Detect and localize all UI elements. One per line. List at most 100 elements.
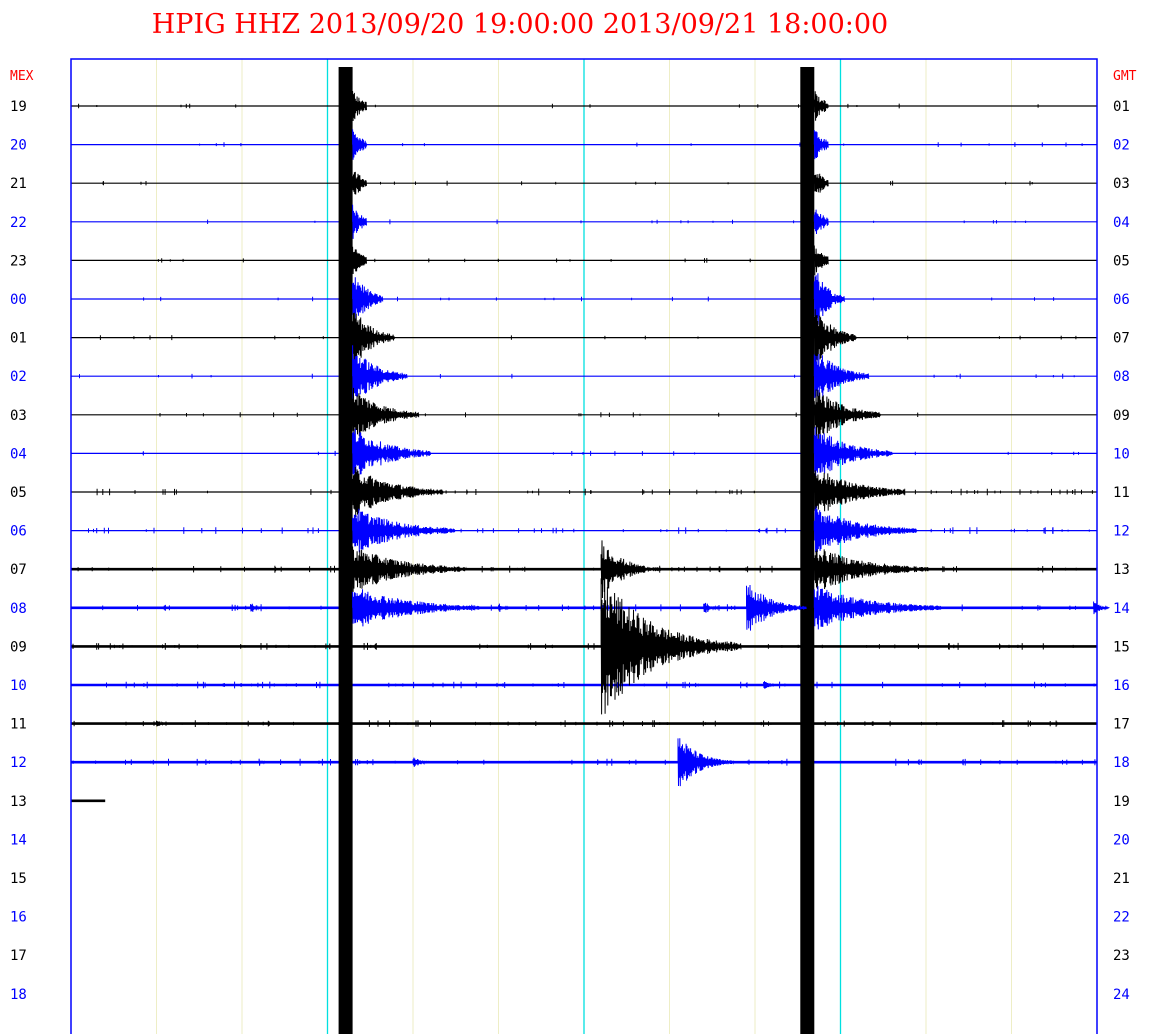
row-label-gmt: 13 (1113, 562, 1130, 578)
row-label-gmt: 18 (1113, 755, 1130, 771)
large-event-2-coda-7 (813, 353, 870, 399)
large-event-2-coda-8 (813, 389, 881, 441)
large-event-1-coda-4 (352, 246, 367, 275)
row-label-gmt: 20 (1113, 832, 1130, 848)
noise-row-22 (207, 219, 1027, 225)
row-label-local: 06 (10, 524, 27, 540)
event-row08-a (250, 603, 263, 612)
large-event-2-coda-11 (813, 506, 917, 555)
event-row07-a (600, 540, 662, 599)
row-label-local: 01 (10, 331, 27, 347)
event-row12-b (412, 757, 430, 767)
large-event-1-coda-6 (352, 312, 395, 363)
noise-row-23 (157, 258, 751, 263)
row-label-local: 21 (10, 176, 27, 192)
large-event-1-coda-13 (352, 589, 480, 627)
plot-frame (70, 58, 1098, 1034)
noise-row-20 (199, 142, 1083, 147)
row-label-gmt: 21 (1113, 871, 1130, 887)
right-axis-header: GMT (1113, 69, 1137, 84)
row-label-gmt: 01 (1113, 99, 1130, 115)
row-label-gmt: 07 (1113, 331, 1130, 347)
large-event-2-band (800, 67, 815, 1034)
row-label-gmt: 19 (1113, 794, 1130, 810)
row-label-local: 19 (10, 99, 27, 115)
row-label-gmt: 10 (1113, 446, 1130, 462)
event-row11-a (156, 720, 168, 727)
large-event-1-coda-9 (352, 428, 431, 479)
large-event-2-coda-5 (813, 273, 845, 325)
row-label-gmt: 06 (1113, 292, 1130, 308)
large-event-1-coda-1 (352, 129, 367, 160)
row-label-local: 23 (10, 253, 27, 269)
row-label-local: 09 (10, 639, 27, 655)
event-row12-c (677, 738, 735, 787)
noise-row-04 (142, 450, 1079, 456)
noise-row-00 (143, 296, 1055, 302)
noise-row-21 (102, 180, 1033, 186)
event-row10-a (763, 681, 777, 689)
row-label-local: 15 (10, 871, 27, 887)
event-row12-a (258, 758, 270, 766)
row-label-local: 04 (10, 446, 27, 462)
row-label-local: 11 (10, 717, 27, 733)
large-event-2-coda-12 (813, 549, 929, 590)
row-label-local: 12 (10, 755, 27, 771)
large-event-1-coda-3 (352, 204, 367, 239)
row-label-gmt: 17 (1113, 717, 1130, 733)
row-label-local: 07 (10, 562, 27, 578)
row-label-local: 08 (10, 601, 27, 617)
large-event-1-coda-12 (352, 546, 467, 592)
row-label-local: 02 (10, 369, 27, 385)
row-label-local: 14 (10, 832, 27, 848)
large-event-2-coda-0 (813, 91, 829, 121)
row-label-local: 00 (10, 292, 27, 308)
row-labels: 19 01 20 02 21 03 22 04 23 05 00 06 01 07 02 08 03 09 04 10… (10, 99, 1130, 1003)
row-label-gmt: 09 (1113, 408, 1130, 424)
large-event-1-coda-0 (352, 90, 367, 122)
event-row09-a (600, 578, 742, 715)
large-event-2-coda-9 (813, 426, 893, 480)
row-label-local: 10 (10, 678, 27, 694)
seismic-events (156, 67, 1110, 1034)
large-event-2-coda-10 (813, 470, 906, 514)
row-label-gmt: 14 (1113, 601, 1130, 617)
row-label-gmt: 22 (1113, 910, 1130, 926)
row-label-gmt: 23 (1113, 948, 1130, 964)
large-event-1-coda-10 (352, 466, 444, 518)
row-label-local: 18 (10, 987, 27, 1003)
large-event-1-band (338, 67, 353, 1034)
row-label-local: 17 (10, 948, 27, 964)
large-event-2-coda-4 (813, 245, 829, 276)
large-event-2-coda-1 (813, 130, 829, 160)
large-event-2-coda-13 (813, 586, 942, 630)
row-label-gmt: 03 (1113, 176, 1130, 192)
large-event-1-coda-2 (352, 171, 367, 195)
event-row08-e (1093, 601, 1110, 615)
left-axis-header: MEX (10, 69, 34, 84)
row-label-gmt: 04 (1113, 215, 1130, 231)
event-row08-c (703, 602, 720, 613)
large-event-2-coda-3 (813, 209, 829, 235)
row-label-local: 13 (10, 794, 27, 810)
large-event-2-coda-6 (813, 309, 857, 367)
row-label-local: 22 (10, 215, 27, 231)
row-label-gmt: 16 (1113, 678, 1130, 694)
time-markers (326, 59, 842, 1034)
row-label-gmt: 08 (1113, 369, 1130, 385)
noise-row-05 (96, 488, 1093, 496)
large-event-1-coda-7 (352, 345, 408, 408)
row-label-gmt: 02 (1113, 138, 1130, 154)
row-label-gmt: 12 (1113, 524, 1130, 540)
event-row08-b (498, 603, 511, 612)
row-label-gmt: 24 (1113, 987, 1130, 1003)
chart-title: HPIG HHZ 2013/09/20 19:00:00 2013/09/21 … (152, 9, 888, 40)
row-label-local: 03 (10, 408, 27, 424)
row-label-gmt: 11 (1113, 485, 1130, 501)
event-row08-d (746, 584, 807, 631)
row-label-local: 20 (10, 138, 27, 154)
row-label-gmt: 05 (1113, 253, 1130, 269)
large-event-2-coda-2 (813, 173, 829, 193)
large-event-1-coda-5 (352, 277, 384, 321)
